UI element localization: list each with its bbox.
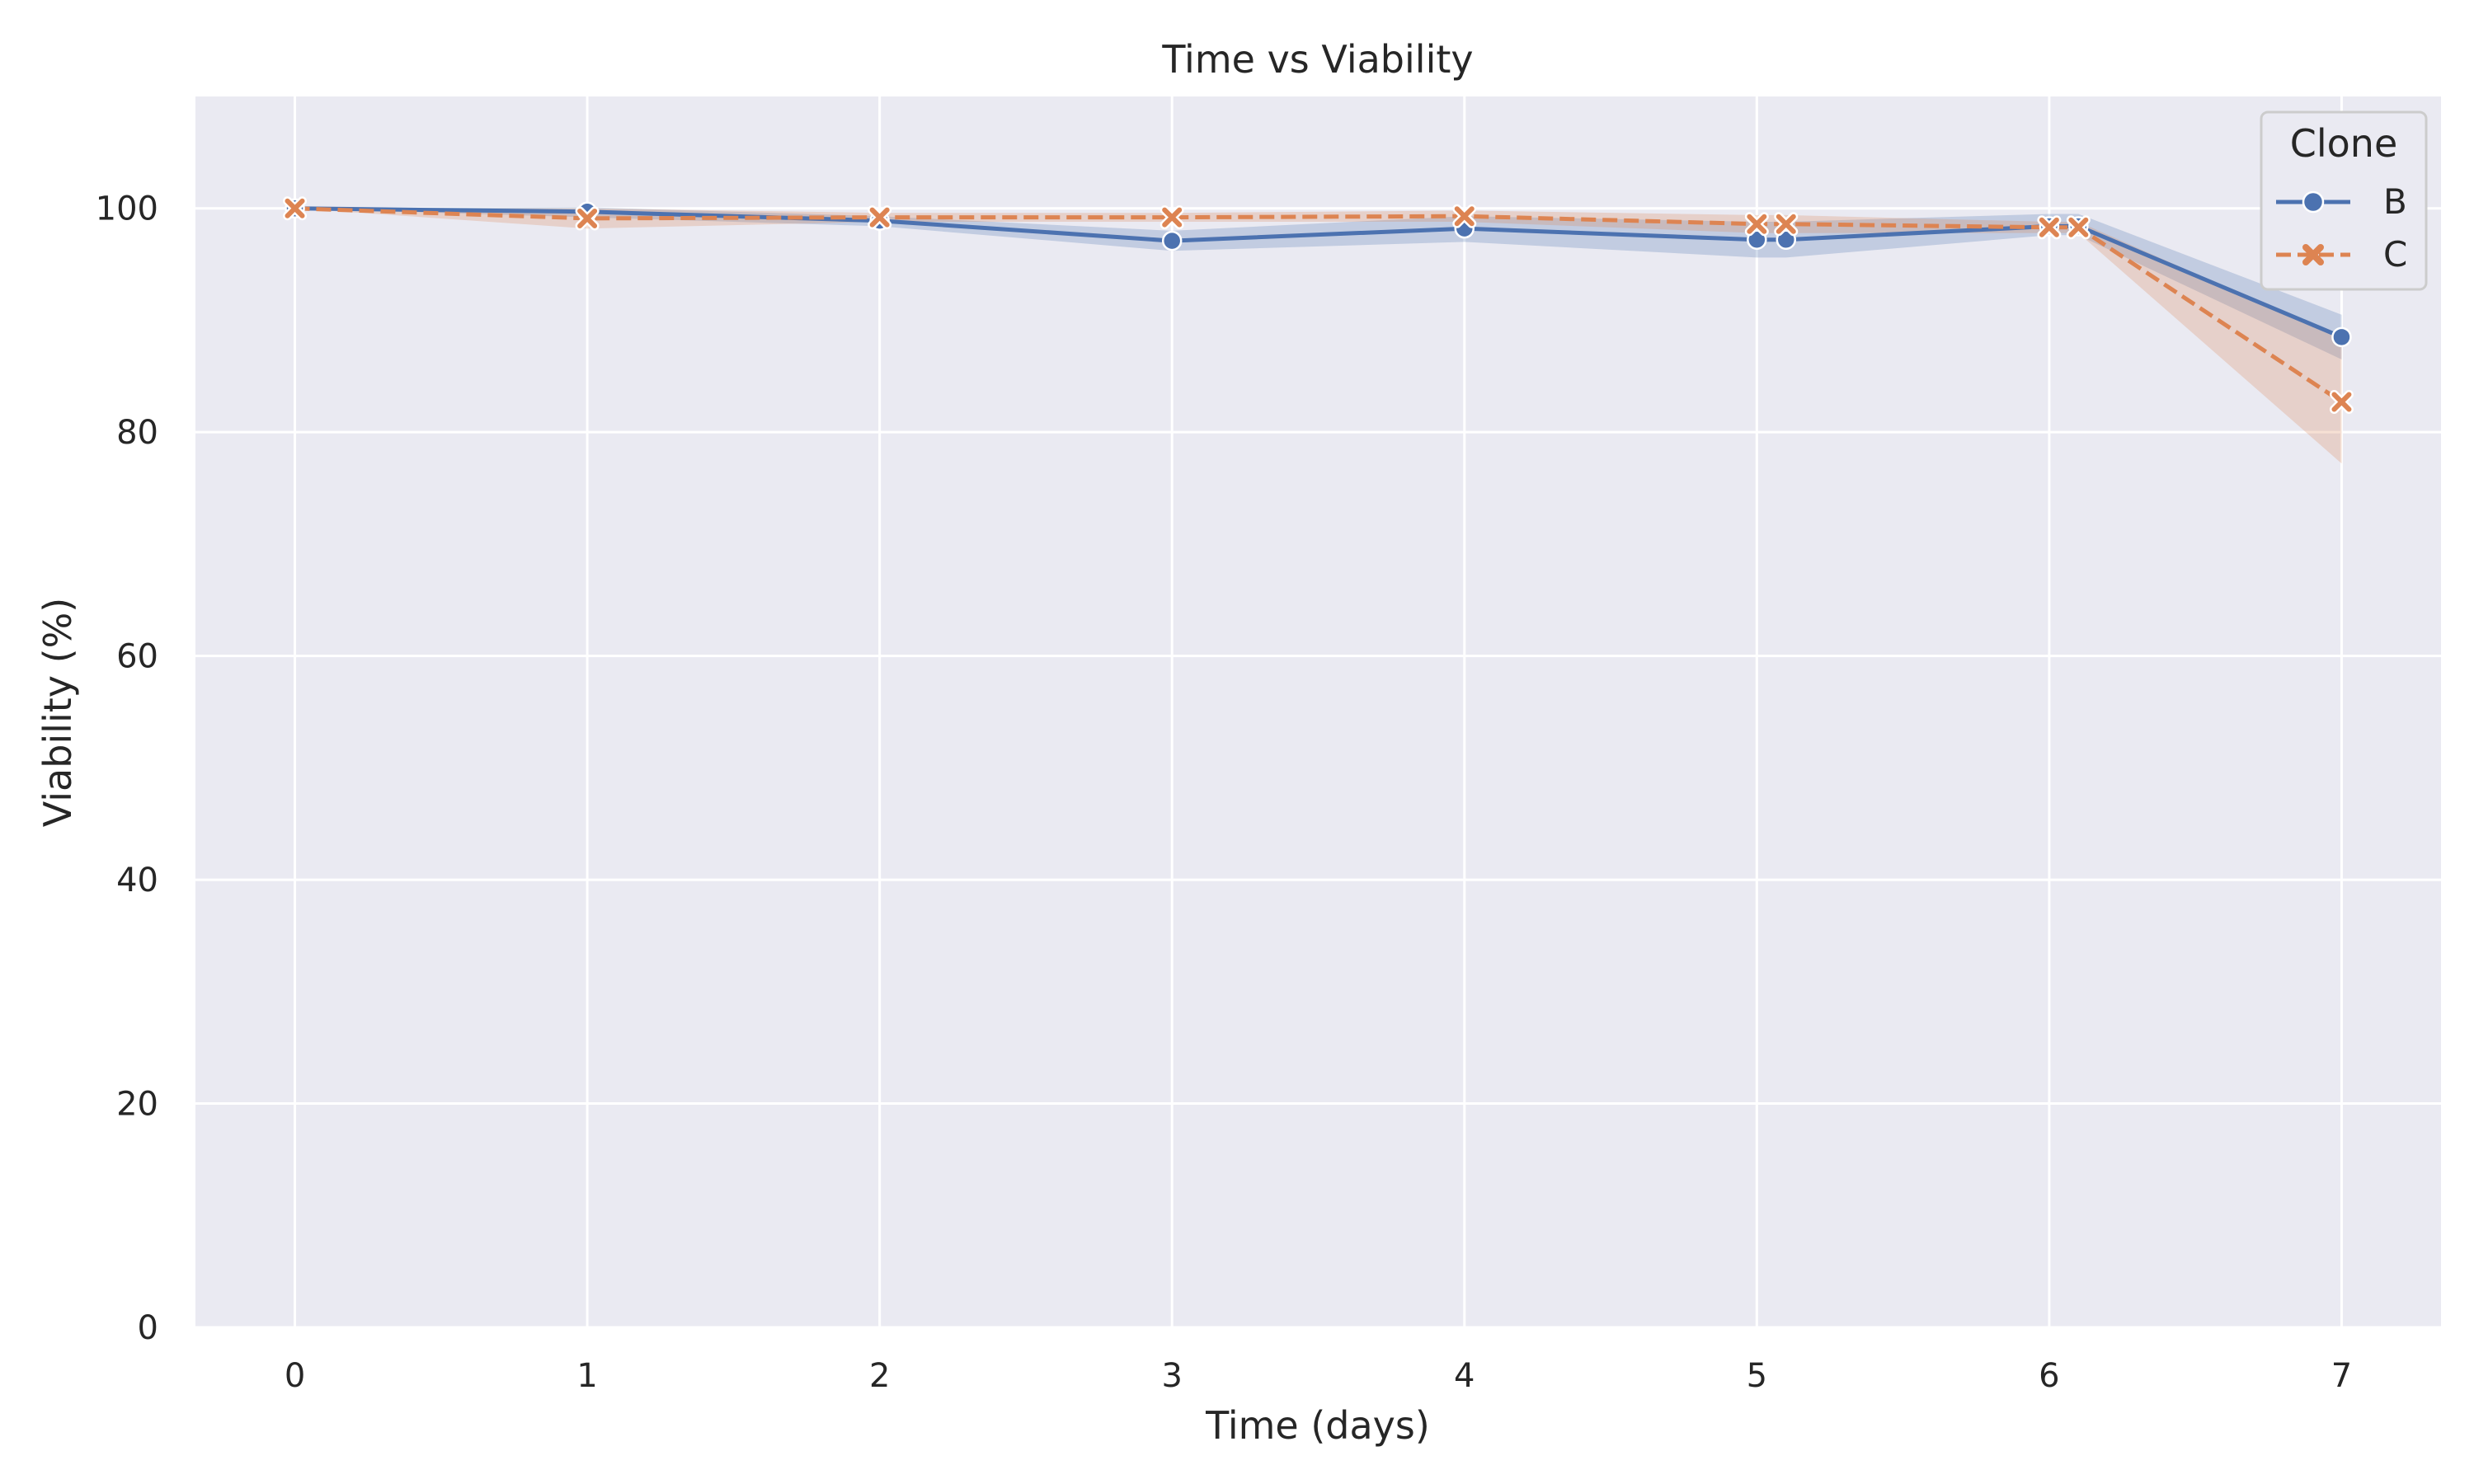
y-tick-label: 80 [116,414,158,452]
legend: Clone BC [2260,110,2428,291]
data-point-C [1744,212,1769,237]
x-tick-label: 6 [2039,1357,2059,1395]
grid-lines [195,96,2441,1329]
legend-marker [2302,244,2324,265]
legend-marker [2302,190,2325,214]
x-axis-label: Time (days) [1205,1403,1430,1448]
data-point-B [1747,229,1767,250]
data-point-C [1159,205,1184,230]
data-point-C [868,205,892,230]
data-point-B [1776,229,1797,250]
x-tick-label: 1 [576,1357,597,1395]
legend-label: C [2383,234,2407,275]
x-tick-label: 0 [285,1357,305,1395]
y-tick-label: 20 [116,1086,158,1124]
y-tick-label: 100 [96,190,158,228]
legend-title: Clone [2290,121,2398,166]
confidence-bands [294,207,2342,464]
y-tick-labels: 0 20 40 60 80 100 [96,190,158,1347]
data-point-C [1774,212,1799,237]
series-line-C [294,206,2343,404]
confidence-band-B [294,207,2342,359]
data-point-C [575,206,600,231]
legend-label: B [2383,181,2407,222]
x-tick-labels: 0 1 2 3 4 5 6 7 [285,1357,2352,1395]
chart-title: Time vs Viability [1161,37,1473,82]
data-point-C [2037,215,2062,240]
data-point-B [1161,230,1183,251]
data-point-B [2331,326,2352,348]
x-tick-label: 2 [869,1357,890,1395]
y-tick-label: 40 [116,862,158,899]
y-tick-label: 0 [138,1309,158,1347]
series-lines [294,206,2343,404]
data-point-C [283,196,308,221]
plot-area [195,96,2441,1327]
data-point-C [2329,390,2354,415]
data-point-C [1452,204,1477,228]
legend-item-C: C [2276,234,2407,275]
legend-item-B: B [2276,181,2407,222]
legend-items: BC [2276,181,2407,275]
x-tick-label: 4 [1454,1357,1475,1395]
y-axis-label: Viability (%) [35,598,80,827]
x-tick-label: 7 [2331,1357,2352,1395]
x-tick-label: 3 [1161,1357,1182,1395]
data-point-C [2066,215,2091,240]
series-markers [283,196,2354,415]
y-tick-label: 60 [116,638,158,676]
x-tick-label: 5 [1747,1357,1767,1395]
